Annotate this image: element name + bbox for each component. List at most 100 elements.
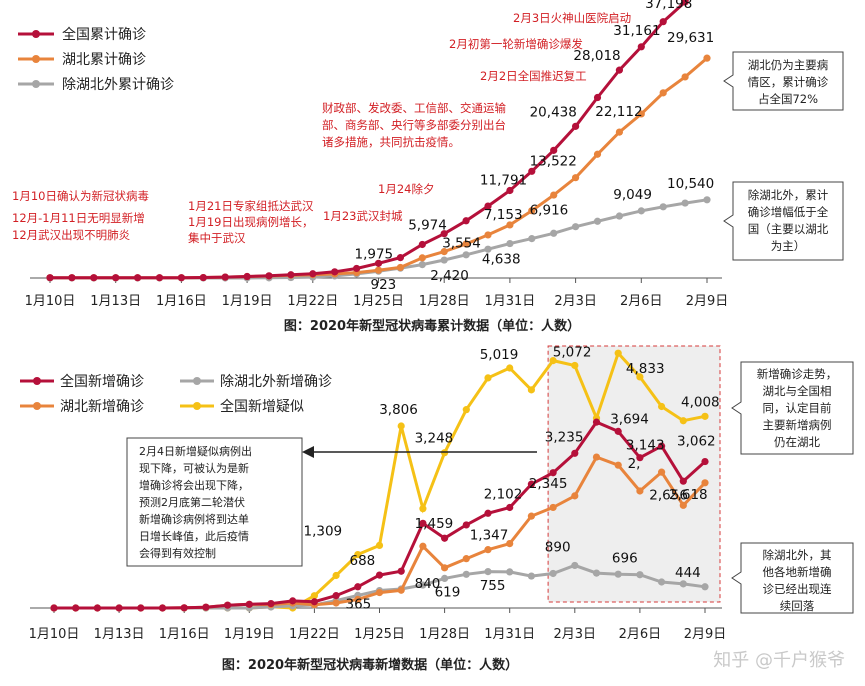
data-label: 6,916 <box>530 203 569 219</box>
chart-title: 图：2020年新型冠状病毒累计数据（单位：人数） <box>284 318 580 334</box>
data-point <box>527 572 536 580</box>
data-point <box>375 541 384 550</box>
callout-text: 情区，累计确诊 <box>748 75 829 89</box>
x-tick-label: 1月22日 <box>287 294 338 309</box>
note-arrowhead <box>302 446 314 458</box>
data-point <box>158 604 167 612</box>
x-tick-label: 1月31日 <box>484 294 535 309</box>
x-tick-label: 2月6日 <box>619 627 662 642</box>
data-point <box>180 604 188 612</box>
data-label: 444 <box>675 565 701 581</box>
data-point <box>549 357 557 365</box>
x-tick-label: 1月16日 <box>156 294 207 309</box>
data-label: 28,018 <box>573 48 620 64</box>
data-point <box>636 571 644 579</box>
data-point <box>419 519 427 527</box>
data-point <box>658 468 666 476</box>
data-point <box>310 592 318 600</box>
x-tick-label: 2月9日 <box>686 294 729 309</box>
data-point <box>615 212 624 220</box>
data-point <box>549 503 557 512</box>
data-point <box>419 581 427 589</box>
data-label: 3,062 <box>677 434 716 450</box>
data-point <box>418 254 426 262</box>
data-point <box>659 18 667 26</box>
legend-label: 全国新增疑似 <box>220 398 304 415</box>
data-point <box>396 254 404 262</box>
data-point <box>332 571 340 580</box>
data-point <box>637 207 645 215</box>
data-point <box>397 422 405 430</box>
data-point <box>659 203 667 211</box>
legend-label: 湖北累计确诊 <box>62 52 146 68</box>
data-point <box>637 110 645 118</box>
data-point <box>506 364 514 372</box>
data-point <box>484 568 492 576</box>
data-point <box>72 604 80 612</box>
data-label: 5,072 <box>553 344 592 360</box>
annotation-text: 集中于武汉 <box>188 231 246 245</box>
data-point <box>549 469 557 477</box>
x-tick-label: 1月28日 <box>419 627 470 642</box>
data-label: 2,345 <box>529 476 568 492</box>
data-point <box>549 569 557 578</box>
data-point <box>592 569 601 577</box>
callout-border <box>723 181 844 261</box>
data-point <box>528 167 536 175</box>
legend-marker <box>32 55 40 63</box>
data-point <box>506 186 514 195</box>
x-tick-label: 2月3日 <box>554 627 597 642</box>
x-tick-label: 1月25日 <box>354 627 405 642</box>
data-point <box>484 374 492 382</box>
data-point <box>527 480 536 488</box>
note-text: 会得到有效控制 <box>139 546 216 560</box>
data-point <box>462 406 470 414</box>
data-label: 22,112 <box>595 104 642 120</box>
data-point <box>614 349 622 357</box>
data-point <box>484 202 492 210</box>
data-point <box>681 199 689 207</box>
callout-text: 湖北与全国相 <box>763 384 832 398</box>
data-point <box>484 231 492 239</box>
x-tick-label: 1月25日 <box>353 294 404 309</box>
data-point <box>679 580 687 588</box>
note-text: 现下降，可被认为是新 <box>139 461 249 475</box>
data-label: 2,420 <box>430 268 469 284</box>
annotation-text: 1月24除夕 <box>378 182 434 196</box>
data-point <box>68 274 76 282</box>
data-point <box>637 43 645 51</box>
callout-text: 同，认定目前 <box>763 401 832 415</box>
data-point <box>440 230 448 238</box>
data-label: 2, <box>628 456 641 472</box>
data-point <box>50 604 58 612</box>
data-point <box>397 586 405 594</box>
annotation-text: 1月23武汉封城 <box>323 209 403 223</box>
data-label: 10,540 <box>667 176 714 192</box>
data-point <box>636 373 644 381</box>
callout-text: 他各地新增确 <box>763 565 832 579</box>
annotation-text: 12月武汉出现不明肺炎 <box>12 228 130 242</box>
data-label: 37,198 <box>645 0 692 12</box>
data-label: 4,008 <box>681 394 720 410</box>
data-point <box>440 256 448 264</box>
data-label: 3,806 <box>379 402 418 418</box>
callout-text: 仍在湖北 <box>774 435 820 449</box>
annotation-text: 2月3日火神山医院启动 <box>513 11 631 25</box>
data-label: 2,656 <box>649 487 688 503</box>
data-point <box>659 89 667 97</box>
data-label: 3,554 <box>442 236 481 252</box>
data-label: 2,618 <box>669 487 708 503</box>
callout-text: 新增确诊走势， <box>757 367 838 381</box>
data-point <box>134 274 142 282</box>
annotation-text: 1月21日专家组抵达武汉 <box>188 199 314 213</box>
data-point <box>418 240 426 249</box>
data-point <box>245 600 253 608</box>
callout-text: 诊已经出现连 <box>763 582 832 596</box>
data-label: 4,638 <box>482 252 521 268</box>
data-point <box>615 66 624 74</box>
data-point <box>593 150 602 158</box>
data-point <box>571 449 579 457</box>
annotation-text: 2月2日全国推迟复工 <box>480 69 587 83</box>
data-point <box>418 261 426 269</box>
